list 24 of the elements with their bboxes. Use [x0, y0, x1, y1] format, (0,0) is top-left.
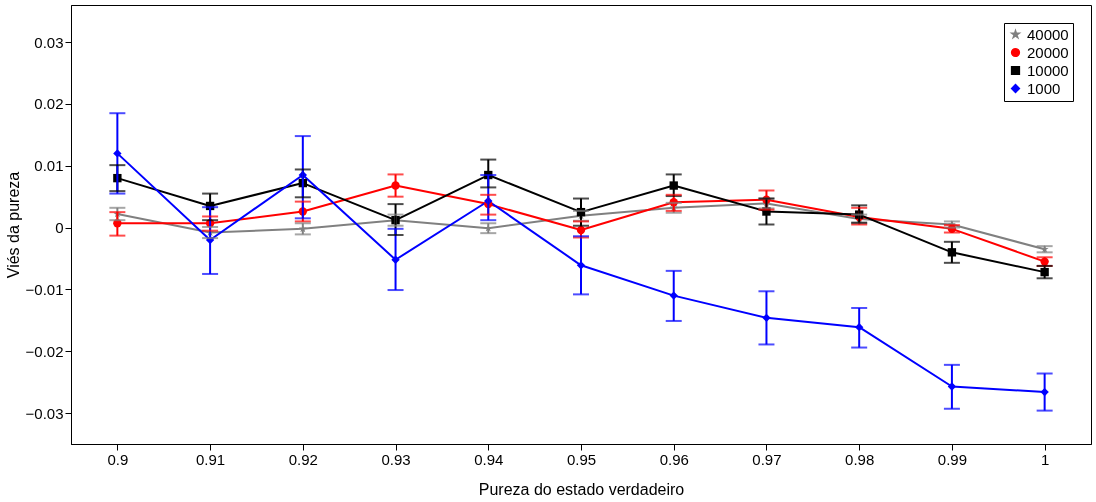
y-tick-label: 0.03	[34, 33, 64, 51]
legend-label: 10000	[1027, 61, 1069, 79]
y-axis-title: Viés da pureza	[4, 171, 22, 279]
x-tick-label: 0.96	[659, 450, 689, 468]
y-tick-label: 0.01	[34, 157, 64, 175]
x-tick-label: 0.9	[107, 450, 129, 468]
legend-label: 1000	[1027, 79, 1061, 97]
y-tick-label: −0.01	[25, 280, 64, 298]
y-tick-label: 0	[55, 219, 64, 237]
legend-label: 40000	[1027, 25, 1069, 43]
legend-label: 20000	[1027, 43, 1069, 61]
x-tick-label: 0.95	[566, 450, 597, 468]
y-tick-label: 0.02	[34, 95, 64, 113]
x-tick-label: 0.98	[845, 450, 875, 468]
x-axis-title: Pureza do estado verdadeiro	[478, 480, 685, 498]
x-tick-label: 0.99	[937, 450, 968, 468]
x-tick-label: 0.97	[752, 450, 782, 468]
x-tick-label: 1	[1040, 450, 1050, 468]
y-tick-label: −0.02	[25, 342, 64, 360]
y-tick-label: −0.03	[25, 404, 64, 422]
x-tick-label: 0.94	[474, 450, 504, 468]
x-tick-label: 0.93	[381, 450, 411, 468]
x-tick-label: 0.91	[195, 450, 226, 468]
x-tick-label: 0.92	[288, 450, 318, 468]
